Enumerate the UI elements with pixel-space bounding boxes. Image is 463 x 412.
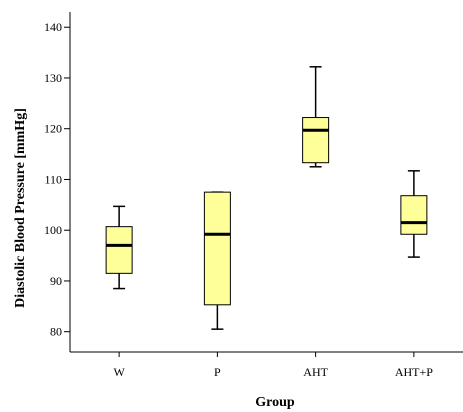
x-tick-label-w: W — [113, 365, 125, 379]
y-tick-label-110: 110 — [44, 172, 62, 186]
x-tick-label-aht-p: AHT+P — [395, 365, 433, 379]
box-p — [203, 191, 231, 306]
plot-area: 80 90 100 110 120 130 140 W P AHT AHT+P — [44, 12, 463, 379]
y-tick-label-90: 90 — [50, 274, 62, 288]
box-aht-p — [400, 195, 428, 235]
y-axis-title: Diastolic Blood Pressure [mmHg] — [13, 108, 28, 308]
y-tick-label-130: 130 — [44, 71, 62, 85]
y-tick-label-120: 120 — [44, 122, 62, 136]
y-tick-label-100: 100 — [44, 223, 62, 237]
y-tick-label-80: 80 — [50, 325, 62, 339]
x-axis-title: Group — [255, 395, 295, 410]
y-tick-label-140: 140 — [44, 20, 62, 34]
x-tick-label-p: P — [214, 365, 221, 379]
x-tick-label-aht: AHT — [303, 365, 328, 379]
box-w — [105, 226, 133, 274]
box-aht — [302, 117, 330, 164]
